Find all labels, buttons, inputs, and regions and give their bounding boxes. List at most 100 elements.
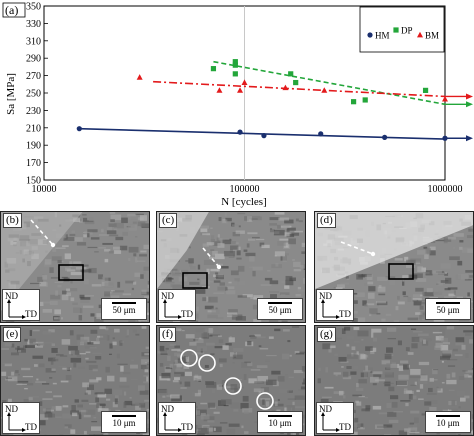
- texture-grain: [50, 294, 61, 300]
- texture-grain: [279, 292, 290, 295]
- texture-grain: [451, 400, 456, 406]
- texture-grain: [61, 339, 71, 345]
- micrograph-panel: (f) ND TD 10 μm: [156, 325, 306, 436]
- texture-grain: [216, 263, 223, 266]
- texture-grain: [370, 347, 377, 352]
- texture-grain: [429, 246, 436, 252]
- texture-grain: [417, 270, 424, 272]
- texture-grain: [217, 335, 222, 338]
- scale-bar-line: [112, 302, 136, 304]
- legend-marker-bm: [417, 31, 423, 38]
- texture-grain: [206, 242, 215, 246]
- texture-grain: [217, 243, 225, 248]
- texture-grain: [237, 295, 248, 298]
- texture-grain: [235, 242, 239, 245]
- texture-grain: [37, 276, 44, 282]
- texture-grain: [449, 256, 460, 261]
- micrograph-label: (f): [159, 327, 176, 342]
- texture-grain: [114, 398, 118, 405]
- texture-grain: [211, 308, 220, 315]
- texture-grain: [218, 358, 227, 363]
- texture-grain: [291, 232, 300, 236]
- texture-grain: [336, 284, 345, 289]
- texture-grain: [441, 360, 444, 363]
- texture-grain: [289, 277, 297, 282]
- texture-grain: [352, 318, 358, 322]
- texture-grain: [66, 288, 71, 291]
- texture-grain: [358, 379, 367, 384]
- texture-grain: [76, 242, 87, 246]
- texture-grain: [243, 374, 247, 381]
- runout-arrow-hm: [466, 135, 473, 142]
- texture-grain: [455, 340, 464, 346]
- texture-grain: [356, 382, 359, 388]
- texture-grain: [207, 419, 215, 423]
- texture-grain: [372, 383, 377, 386]
- texture-grain: [119, 377, 127, 382]
- texture-grain: [135, 213, 144, 215]
- texture-grain: [338, 390, 344, 396]
- td-label: TD: [25, 422, 37, 432]
- texture-grain: [393, 411, 404, 413]
- texture-grain: [287, 340, 291, 343]
- texture-grain: [458, 434, 461, 435]
- texture-grain: [243, 249, 248, 252]
- texture-grain: [459, 246, 463, 250]
- texture-grain: [376, 312, 381, 315]
- texture-grain: [232, 354, 243, 360]
- texture-grain: [346, 354, 358, 359]
- texture-grain: [221, 286, 227, 288]
- texture-grain: [455, 274, 461, 281]
- texture-grain: [23, 345, 27, 348]
- texture-grain: [471, 414, 473, 421]
- texture-grain: [237, 379, 243, 381]
- data-point-dp: [422, 87, 429, 93]
- texture-grain: [333, 372, 342, 375]
- texture-grain: [112, 337, 115, 340]
- texture-grain: [395, 381, 407, 386]
- scale-bar-line: [436, 415, 460, 417]
- texture-grain: [354, 353, 365, 355]
- texture-grain: [410, 384, 416, 386]
- texture-grain: [72, 412, 78, 417]
- texture-grain: [275, 262, 279, 267]
- nd-label: ND: [161, 404, 174, 414]
- texture-grain: [353, 326, 360, 331]
- texture-grain: [356, 317, 366, 322]
- texture-grain: [64, 253, 72, 260]
- y-tick-label: 270: [26, 71, 41, 82]
- texture-grain: [247, 216, 253, 222]
- texture-grain: [371, 332, 374, 338]
- texture-grain: [230, 245, 239, 251]
- texture-grain: [378, 285, 382, 289]
- texture-grain: [419, 272, 430, 274]
- texture-grain: [440, 356, 451, 360]
- texture-grain: [266, 355, 277, 357]
- texture-grain: [352, 379, 359, 381]
- scale-bar: 10 μm: [425, 411, 471, 433]
- texture-grain: [83, 414, 91, 418]
- texture-grain: [321, 396, 332, 398]
- texture-grain: [393, 320, 399, 322]
- texture-grain: [457, 260, 463, 266]
- texture-grain: [144, 369, 149, 373]
- texture-grain: [269, 291, 280, 293]
- texture-grain: [108, 250, 115, 254]
- texture-grain: [255, 380, 263, 384]
- data-point-dp: [362, 97, 368, 103]
- initiation-arrow-head: [370, 251, 376, 257]
- texture-grain: [403, 388, 408, 393]
- particle-circle: [180, 349, 198, 367]
- texture-grain: [412, 423, 418, 430]
- texture-grain: [124, 400, 133, 406]
- texture-grain: [101, 228, 104, 233]
- texture-grain: [165, 281, 175, 284]
- texture-grain: [411, 336, 420, 342]
- texture-grain: [82, 217, 88, 221]
- texture-grain: [378, 293, 386, 296]
- texture-grain: [63, 236, 75, 241]
- texture-grain: [407, 431, 410, 435]
- texture-grain: [421, 413, 426, 416]
- texture-grain: [402, 280, 405, 286]
- texture-grain: [365, 346, 373, 351]
